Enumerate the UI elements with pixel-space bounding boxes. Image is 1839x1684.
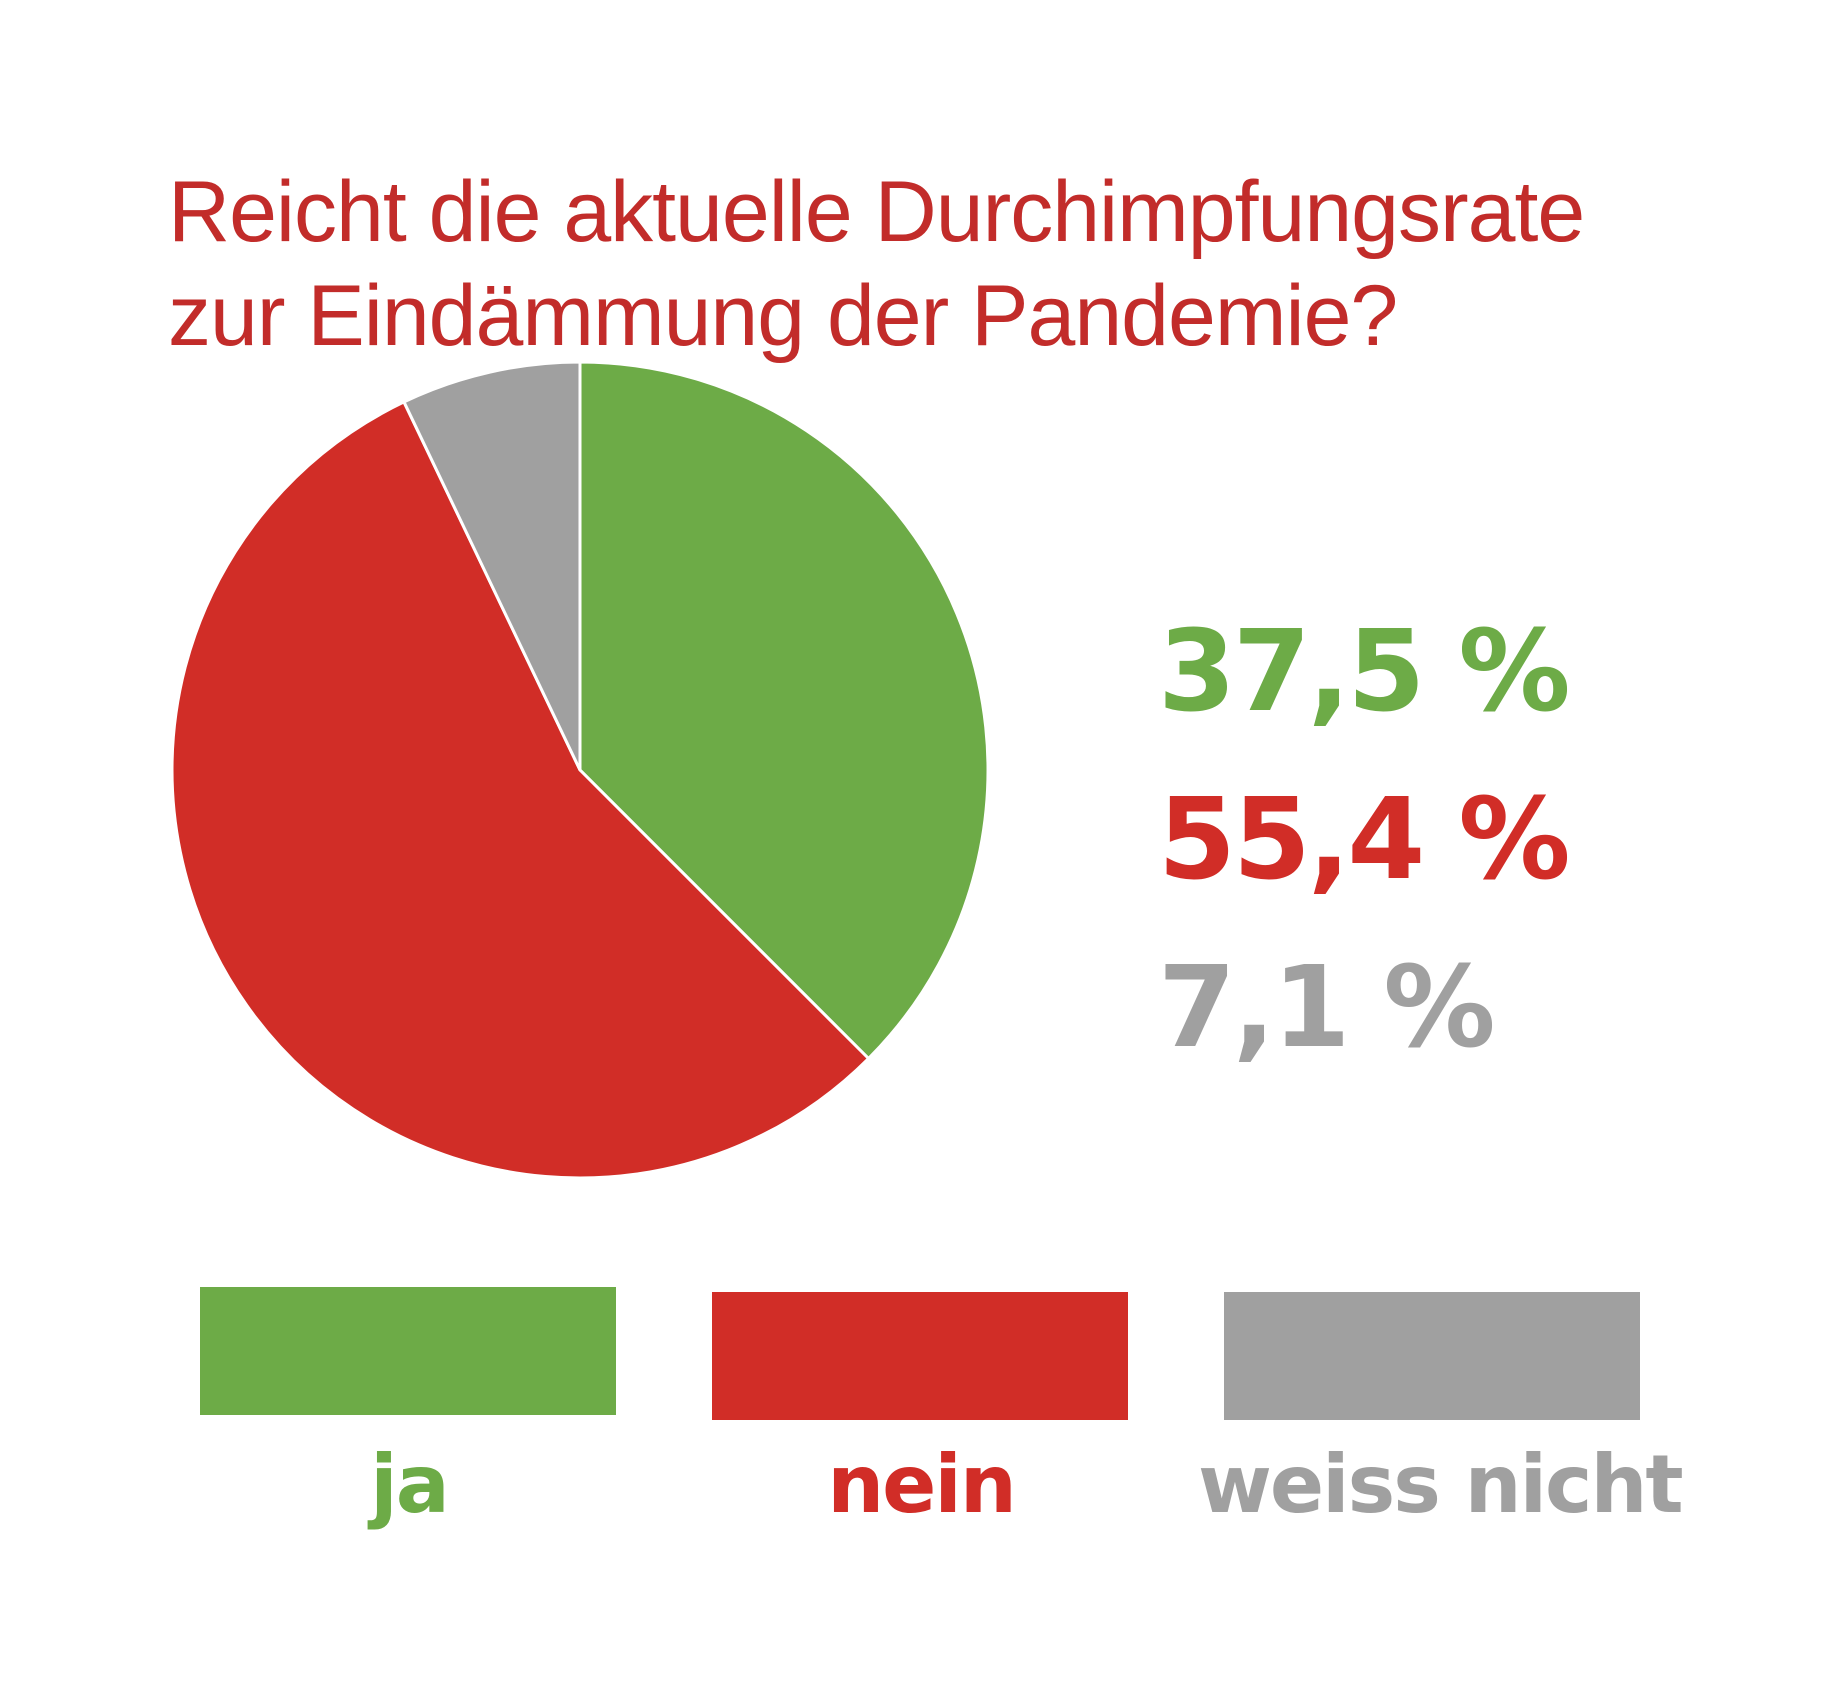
legend-swatch-ja	[200, 1287, 616, 1415]
legend-label-ja: ja	[370, 1438, 449, 1531]
pie-slice-ja	[578, 360, 990, 1060]
value-nein: 55,4 %	[1158, 775, 1571, 905]
chart-title-line-2: zur Eindämmung der Pandemie?	[168, 268, 1398, 364]
legend-label-nein: nein	[827, 1438, 1017, 1531]
pie-slice-nein	[170, 400, 870, 1180]
value-ja: 37,5 %	[1158, 607, 1571, 737]
value-weiss-nicht: 7,1 %	[1158, 943, 1496, 1073]
chart-title: Reicht die aktuelle Durchimpfungsrate zu…	[168, 160, 1668, 368]
pie-slice-weiss-nicht	[402, 360, 582, 772]
legend-label-weiss-nicht: weiss nicht	[1198, 1438, 1684, 1531]
pie-chart	[170, 360, 990, 1180]
legend-swatch-nein	[712, 1292, 1128, 1420]
legend-swatch-weiss-nicht	[1224, 1292, 1640, 1420]
chart-title-line-1: Reicht die aktuelle Durchimpfungsrate	[168, 164, 1585, 260]
value-list: 37,5 % 55,4 % 7,1 %	[1158, 588, 1571, 1092]
